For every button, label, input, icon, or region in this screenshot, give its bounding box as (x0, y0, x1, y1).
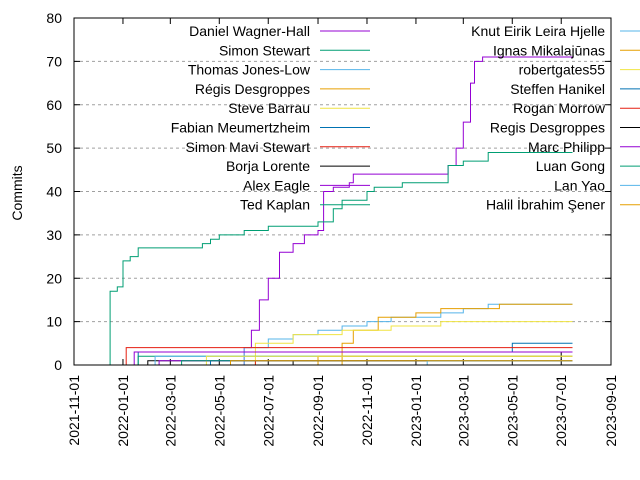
x-tick-label: 2022-01-01 (115, 375, 131, 447)
legend-item: Régis Desgroppes (195, 81, 370, 97)
plot-frame (73, 17, 612, 366)
series-line-8 (130, 351, 573, 366)
x-tick-label: 2022-11-01 (359, 375, 375, 446)
legend-label: Alex Eagle (243, 177, 310, 193)
legend-item: Simon Stewart (219, 42, 370, 58)
legend-label: Regis Desgroppes (490, 120, 605, 136)
series-line-19 (219, 360, 573, 366)
legend-item: Lan Yao (554, 177, 640, 193)
legend-label: Luan Gong (536, 158, 605, 174)
legend-item: robertgates55 (519, 62, 640, 78)
x-tick-label: 2022-09-01 (310, 375, 326, 447)
legend-label: Régis Desgroppes (195, 81, 310, 97)
y-tick-label: 40 (46, 184, 62, 200)
x-tick-label: 2021-11-01 (66, 375, 82, 446)
y-tick-label: 60 (46, 97, 62, 113)
y-axis-ticks: 0 10 20 30 40 50 60 70 80 (46, 10, 611, 373)
legend-label: Ignas Mikalajūnas (493, 42, 605, 58)
legend-item: Ignas Mikalajūnas (493, 42, 640, 58)
legend-item: Luan Gong (536, 158, 640, 174)
x-tick-label: 2023-05-01 (504, 375, 520, 447)
series-line-7 (134, 351, 573, 366)
legend: Daniel Wagner-Hall Simon Stewart Thomas Jo… (171, 23, 640, 213)
y-tick-label: 10 (46, 314, 62, 330)
legend-label: Halil İbrahim Şener (486, 196, 605, 213)
legend-label: Steve Barrau (228, 100, 310, 116)
series-line-16 (147, 360, 573, 366)
legend-label: Lan Yao (554, 177, 605, 193)
x-tick-label: 2023-07-01 (553, 375, 569, 447)
legend-item: Fabian Meumertzheim (171, 120, 370, 136)
legend-item: Steve Barrau (228, 100, 370, 116)
x-tick-label: 2022-03-01 (162, 375, 178, 447)
legend-item: Rogan Morrow (513, 100, 640, 116)
legend-item: Marc Philipp (528, 139, 640, 155)
legend-label: Ted Kaplan (240, 197, 310, 213)
legend-label: Thomas Jones-Low (188, 62, 311, 78)
legend-item: Halil İbrahim Şener (486, 196, 640, 213)
y-tick-label: 70 (46, 53, 62, 69)
legend-label: Knut Eirik Leira Hjelle (471, 23, 605, 39)
legend-item: Daniel Wagner-Hall (189, 23, 370, 39)
legend-label: Daniel Wagner-Hall (189, 23, 310, 39)
x-tick-label: 2022-05-01 (211, 375, 227, 447)
series-line-0 (230, 56, 573, 366)
series-line-1 (109, 152, 573, 366)
series-line-15 (268, 360, 573, 366)
y-tick-label: 50 (46, 140, 62, 156)
y-tick-label: 80 (46, 10, 62, 26)
legend-item: Alex Eagle (243, 177, 370, 193)
y-axis-label: Commits (9, 165, 25, 220)
legend-label: robertgates55 (519, 62, 606, 78)
legend-label: Borja Lorente (226, 158, 310, 174)
x-axis-ticks: 2021-11-01 2022-01-01 2022-03-01 2022-05-01… (66, 18, 619, 447)
legend-item: Regis Desgroppes (490, 120, 640, 136)
legend-item: Steffen Hanikel (510, 81, 640, 97)
legend-label: Marc Philipp (528, 139, 605, 155)
series-line-5 (123, 342, 573, 366)
legend-item: Simon Mavi Stewart (186, 139, 370, 155)
legend-item: Ted Kaplan (240, 197, 370, 213)
series-line-18 (415, 360, 573, 366)
legend-item: Thomas Jones-Low (188, 62, 370, 78)
series-line-4 (170, 321, 573, 366)
x-tick-label: 2023-01-01 (408, 375, 424, 447)
legend-label: Simon Mavi Stewart (186, 139, 311, 155)
legend-item: Borja Lorente (226, 158, 370, 174)
series-line-3 (318, 303, 573, 366)
x-tick-label: 2023-03-01 (455, 375, 471, 447)
legend-label: Simon Stewart (219, 42, 310, 58)
legend-item: Knut Eirik Leira Hjelle (471, 23, 640, 39)
x-tick-label: 2022-07-01 (260, 375, 276, 447)
legend-label: Fabian Meumertzheim (171, 120, 310, 136)
y-tick-label: 0 (54, 357, 62, 373)
series-line-13 (195, 360, 573, 366)
legend-label: Rogan Morrow (513, 100, 606, 116)
y-tick-label: 20 (46, 270, 62, 286)
x-tick-label: 2023-09-01 (603, 375, 619, 447)
legend-label: Steffen Hanikel (510, 81, 605, 97)
y-tick-label: 30 (46, 227, 62, 243)
